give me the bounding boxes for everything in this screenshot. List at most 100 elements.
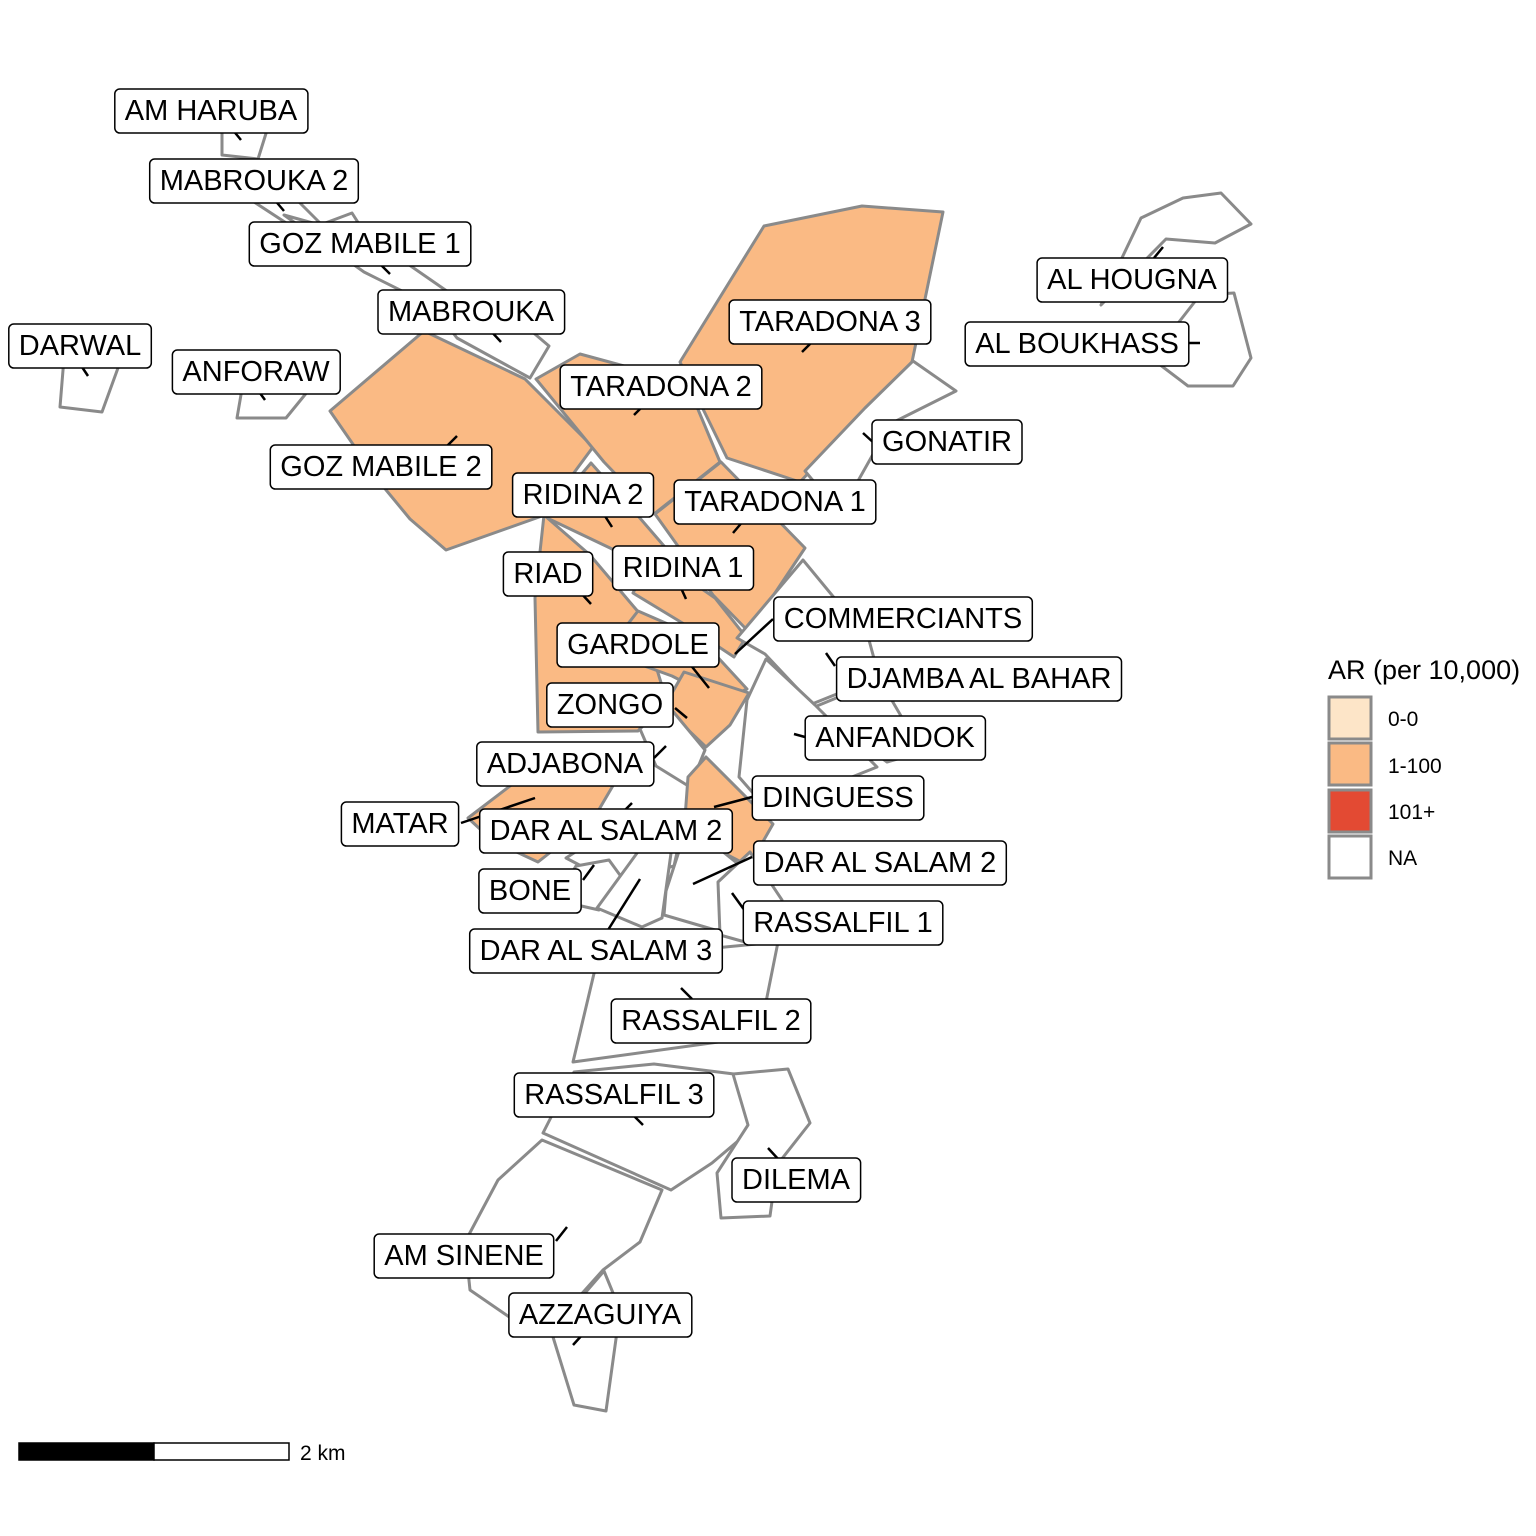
- zone-label-dinguess: DINGUESS: [713, 775, 925, 821]
- label-box: [751, 775, 925, 821]
- scale-bar-label: 2 km: [300, 1442, 346, 1465]
- label-box: [340, 801, 460, 847]
- zone-label-text: AL BOUKHASS: [975, 328, 1179, 360]
- label-leader-line: [734, 618, 774, 655]
- scale-bar-black-segment: [18, 1442, 155, 1461]
- label-box: [871, 419, 1023, 465]
- zone-label-taradona-1: TARADONA 1: [673, 479, 877, 534]
- zone-label-text: BONE: [489, 875, 571, 907]
- zone-label-mabrouka: MABROUKA: [377, 289, 566, 343]
- zone-label-gardole: GARDOLE: [556, 622, 720, 689]
- zone-label-text: ANFORAW: [182, 356, 330, 388]
- zone-label-text: RASSALFIL 1: [753, 907, 932, 939]
- zone-label-text: RASSALFIL 3: [524, 1079, 703, 1111]
- label-box: [171, 349, 341, 395]
- zone-label-matar: MATAR: [340, 796, 536, 847]
- label-leader-line: [555, 1226, 568, 1242]
- label-box: [511, 472, 655, 518]
- label-box: [559, 364, 763, 410]
- zone-label-am-sinene: AM SINENE: [373, 1226, 568, 1279]
- zone-label-text: DARWAL: [19, 330, 141, 362]
- zone-label-am-haruba: AM HARUBA: [114, 88, 309, 141]
- label-box: [478, 868, 582, 914]
- zone-label-zongo: ZONGO: [546, 682, 688, 728]
- zone-label-text: TARADONA 1: [684, 486, 866, 518]
- zone-label-rassalfil-3: RASSALFIL 3: [513, 1072, 715, 1126]
- label-box: [731, 1157, 862, 1203]
- zone-label-al-boukhass: AL BOUKHASS: [964, 321, 1200, 367]
- label-leader-line: [793, 732, 806, 739]
- label-leader-line: [824, 652, 837, 667]
- zone-label-text: MATAR: [351, 808, 448, 840]
- legend-title: AR (per 10,000): [1328, 655, 1520, 685]
- zone-label-text: GOZ MABILE 1: [259, 228, 460, 260]
- label-box: [728, 299, 932, 345]
- zone-label-anforaw: ANFORAW: [171, 349, 341, 401]
- zone-label-ridina-1: RIDINA 1: [611, 545, 755, 600]
- legend-item-0-0: 0-0: [1327, 695, 1418, 741]
- label-box: [478, 808, 734, 854]
- label-box: [513, 1072, 715, 1118]
- zone-label-dilema: DILEMA: [731, 1147, 862, 1203]
- legend-swatch: [1327, 741, 1373, 787]
- legend-item-na: NA: [1327, 834, 1417, 880]
- label-leader-line: [653, 745, 667, 759]
- label-box: [673, 479, 877, 525]
- legend: AR (per 10,000) 0-0 1-100 101+ NA: [1327, 655, 1520, 880]
- zone-label-taradona-3: TARADONA 3: [728, 299, 932, 353]
- legend-swatch: [1327, 788, 1373, 834]
- label-leader-line: [606, 878, 642, 931]
- label-box: [114, 88, 309, 134]
- legend-item-1-100: 1-100: [1327, 741, 1442, 787]
- label-leader-line: [692, 855, 753, 886]
- zone-label-rassalfil-1: RASSALFIL 1: [730, 892, 944, 946]
- zone-label-text: AZZAGUIYA: [519, 1299, 682, 1331]
- zone-label-text: MABROUKA 2: [160, 165, 349, 197]
- zone-label-text: DINGUESS: [762, 782, 913, 814]
- zone-label-commerciants: COMMERCIANTS: [734, 596, 1034, 655]
- zones-layer: [58, 123, 1253, 1413]
- zone-label-text: TARADONA 2: [570, 371, 752, 403]
- zone-label-djamba-al-bahar: DJAMBA AL BAHAR: [824, 652, 1123, 702]
- zone-label-text: DAR AL SALAM 2: [490, 815, 723, 847]
- zone-label-text: GONATIR: [882, 426, 1012, 458]
- label-box: [773, 596, 1034, 642]
- zone-label-text: AM HARUBA: [125, 95, 298, 127]
- label-leader-line: [674, 707, 688, 719]
- zone-label-gonatir: GONATIR: [862, 419, 1023, 465]
- zone-label-al-hougna: AL HOUGNA: [1036, 246, 1229, 303]
- label-box: [804, 715, 987, 761]
- labels-layer: AM HARUBA MABROUKA 2 GOZ MABILE 1 MABROUKA D…: [8, 88, 1229, 1346]
- label-box: [752, 840, 1008, 886]
- zone-label-text: ZONGO: [557, 689, 663, 721]
- zone-label-dar-al-salam-3: DAR AL SALAM 3: [468, 878, 724, 974]
- label-box: [248, 221, 472, 267]
- zone-zongo: [662, 670, 751, 749]
- label-box: [546, 682, 674, 728]
- legend-swatch: [1327, 695, 1373, 741]
- zone-label-text: DJAMBA AL BAHAR: [847, 663, 1112, 695]
- label-box: [611, 545, 755, 591]
- zone-label-rassalfil-2: RASSALFIL 2: [610, 987, 812, 1044]
- label-box: [964, 321, 1190, 367]
- zone-label-text: RIDINA 1: [623, 552, 744, 584]
- label-leader-line: [581, 864, 596, 881]
- label-box: [1036, 257, 1229, 303]
- zone-label-text: GARDOLE: [567, 629, 709, 661]
- label-leader-line: [713, 795, 753, 809]
- zone-label-text: RIAD: [513, 558, 582, 590]
- label-box: [742, 900, 944, 946]
- label-leader-line: [1153, 246, 1164, 259]
- zone-label-text: AM SINENE: [384, 1240, 544, 1272]
- legend-item-101-plus: 101+: [1327, 788, 1435, 834]
- zone-label-text: MABROUKA: [388, 296, 555, 328]
- label-box: [373, 1233, 555, 1279]
- label-box: [556, 622, 720, 668]
- zone-label-bone: BONE: [478, 864, 596, 914]
- label-box: [502, 551, 594, 597]
- zone-label-taradona-2: TARADONA 2: [559, 364, 763, 416]
- zone-label-text: DAR AL SALAM 3: [480, 935, 713, 967]
- zone-label-azzaguiya: AZZAGUIYA: [508, 1292, 693, 1346]
- zone-label-text: AL HOUGNA: [1047, 264, 1217, 296]
